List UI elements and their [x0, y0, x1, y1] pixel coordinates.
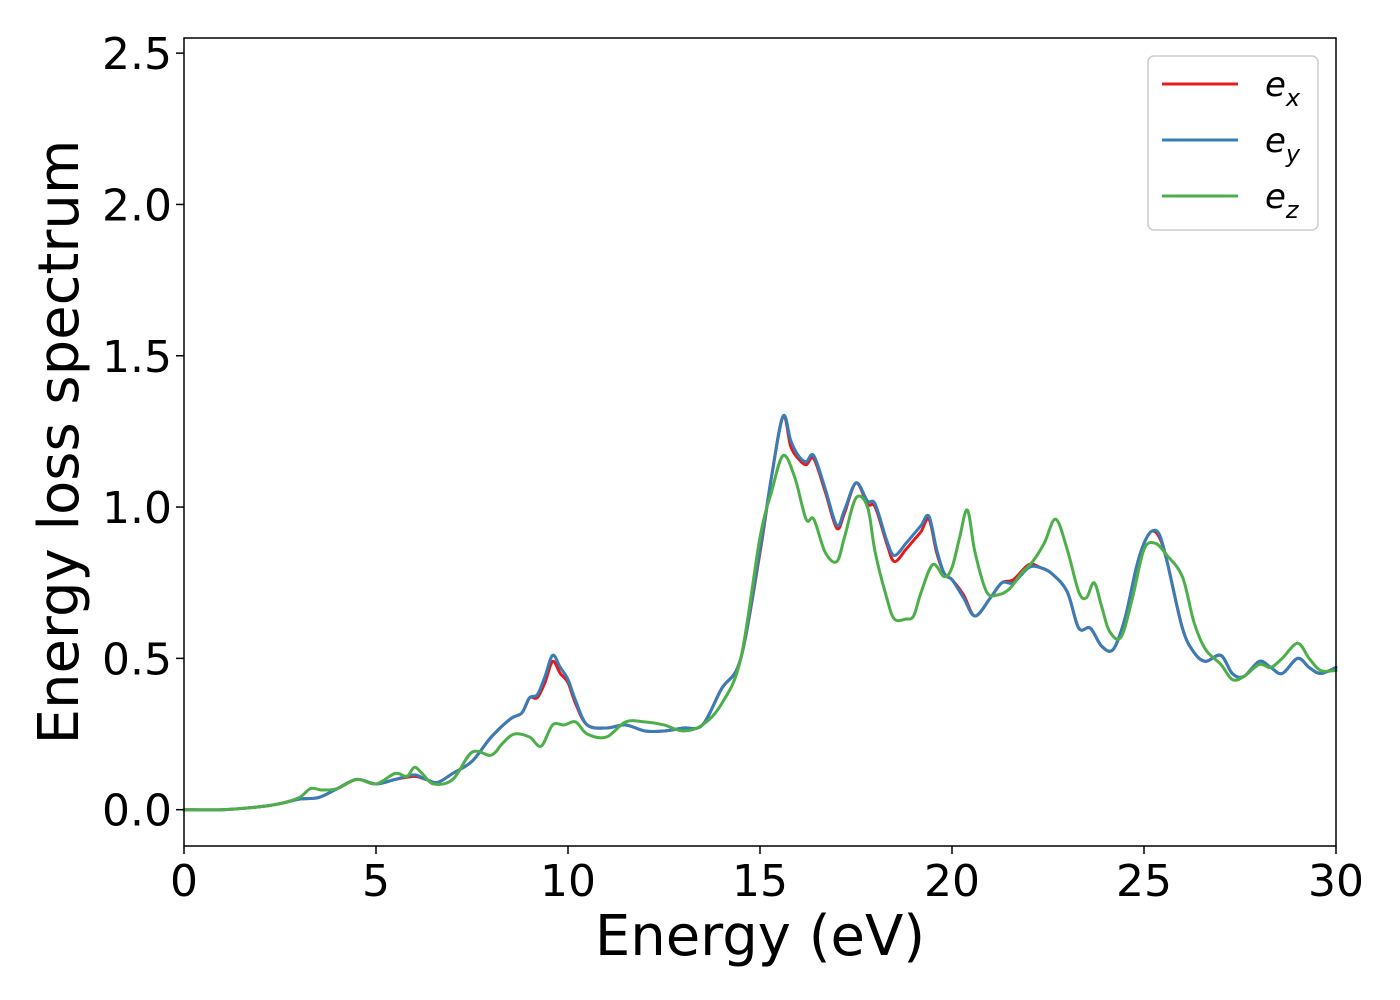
series-line-z: [182, 453, 1338, 812]
legend-label-x: ex: [1265, 65, 1301, 112]
x-tick-label: 15: [732, 856, 788, 907]
y-axis-ticks: 0.0 0.5 1.0 1.5 2.0 2.5: [102, 29, 184, 837]
x-axis-ticks: 0 5 10 15 20 25 30: [170, 846, 1364, 907]
legend: ex ey ez: [1147, 55, 1319, 231]
x-tick-label: 10: [540, 856, 596, 907]
y-tick-label: 2.5: [102, 29, 172, 80]
y-axis-title: Energy loss spectrum: [27, 140, 92, 745]
x-tick-label: 20: [924, 856, 980, 907]
x-tick-label: 30: [1308, 856, 1364, 907]
series-line-y: [182, 413, 1338, 812]
y-tick-label: 1.0: [102, 483, 172, 534]
legend-box: [1147, 55, 1319, 231]
x-axis-title: Energy (eV): [595, 904, 925, 969]
y-tick-label: 1.5: [102, 332, 172, 383]
legend-label-y: ey: [1265, 121, 1301, 168]
legend-items: ex ey ez: [1162, 65, 1301, 224]
y-tick-label: 0.5: [102, 634, 172, 685]
legend-label-z: ez: [1265, 177, 1300, 224]
series-line-x: [182, 414, 1338, 812]
y-tick-label: 0.0: [102, 786, 172, 837]
y-tick-label: 2.0: [102, 180, 172, 231]
x-tick-label: 25: [1116, 856, 1172, 907]
series-layer: [182, 413, 1338, 812]
x-tick-label: 0: [170, 856, 198, 907]
x-tick-label: 5: [362, 856, 390, 907]
